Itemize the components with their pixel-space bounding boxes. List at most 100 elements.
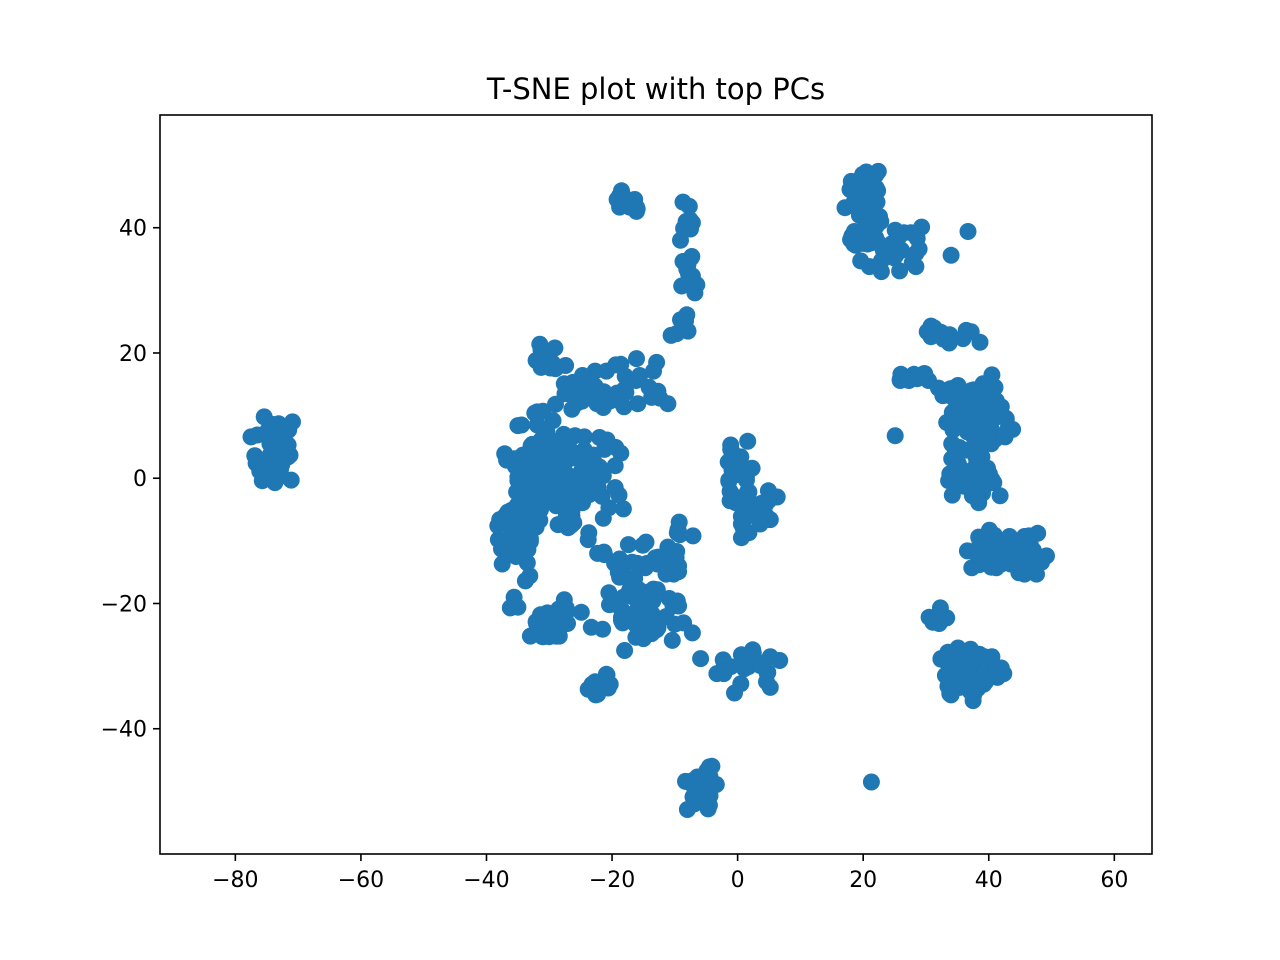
scatter-point [562, 516, 580, 534]
scatter-point [999, 419, 1017, 437]
scatter-point [532, 358, 550, 376]
scatter-point [266, 474, 284, 492]
scatter-point [528, 416, 546, 434]
scatter-point [248, 426, 266, 444]
scatter-point [548, 627, 566, 645]
scatter-point [855, 171, 873, 188]
y-tick-label: 20 [119, 342, 147, 367]
scatter-point [943, 486, 961, 504]
scatter-point [631, 367, 649, 384]
scatter-point [1001, 528, 1018, 545]
scatter-point [579, 531, 597, 549]
scatter-point [607, 356, 625, 374]
scatter-point [279, 436, 297, 454]
y-tick-label: 40 [119, 217, 147, 242]
scatter-point [680, 773, 698, 791]
scatter-point [534, 402, 552, 420]
scatter-point [628, 350, 645, 368]
scatter-point [967, 456, 985, 474]
scatter-point [509, 417, 527, 435]
scatter-point [983, 648, 1001, 666]
scatter-point [621, 581, 639, 599]
scatter-point [628, 199, 645, 217]
scatter-point [761, 678, 779, 696]
scatter-point [683, 624, 701, 642]
scatter-points [242, 162, 1055, 818]
scatter-point [900, 372, 918, 389]
scatter-point [597, 665, 615, 683]
scatter-point [862, 773, 880, 791]
scatter-point [547, 466, 565, 483]
scatter-point [675, 219, 693, 237]
scatter-point [589, 392, 607, 410]
scatter-point [601, 596, 618, 614]
scatter-point [563, 400, 581, 418]
scatter-point [741, 647, 759, 665]
scatter-point [986, 378, 1004, 396]
scatter-point [723, 461, 741, 479]
scatter-point [988, 662, 1006, 679]
scatter-point [500, 544, 518, 562]
scatter-point [684, 527, 702, 545]
scatter-point [503, 525, 521, 543]
y-axis: −40 −20 0 20 40 [101, 217, 160, 743]
scatter-point [1038, 547, 1055, 565]
scatter-point [924, 613, 942, 631]
scatter-point [943, 435, 961, 453]
scatter-point [991, 487, 1009, 505]
scatter-point [743, 459, 761, 477]
scatter-point [616, 642, 634, 659]
scatter-point [971, 380, 989, 398]
y-tick-label: −40 [101, 718, 147, 743]
scatter-point [515, 457, 532, 475]
scatter-point [984, 394, 1001, 412]
scatter-point [521, 567, 539, 585]
scatter-point [734, 519, 752, 537]
scatter-point [707, 776, 725, 793]
scatter-point [751, 515, 769, 533]
scatter-point [957, 675, 974, 693]
scatter-point [722, 440, 740, 458]
scatter-point [663, 631, 681, 649]
scatter-point [616, 367, 634, 385]
scatter-point [670, 513, 688, 531]
scatter-point [491, 511, 509, 529]
scatter-point [922, 328, 940, 346]
scatter-point [268, 417, 286, 435]
scatter-point [959, 223, 977, 240]
scatter-point [908, 229, 926, 247]
scatter-point [671, 526, 689, 544]
scatter-point [522, 514, 540, 532]
scatter-point [660, 590, 678, 607]
scatter-point [962, 323, 980, 341]
scatter-point [721, 492, 739, 510]
scatter-point [907, 258, 925, 276]
scatter-point [498, 451, 516, 469]
scatter-point [964, 649, 982, 667]
scatter-point [634, 536, 652, 554]
scatter-point [1016, 565, 1033, 583]
x-axis: −80 −60 −40 −20 0 20 40 60 [212, 854, 1128, 893]
scatter-point [886, 427, 904, 445]
scatter-point [666, 615, 684, 633]
scatter-point [613, 608, 630, 626]
x-tick-label: −60 [338, 868, 384, 893]
x-tick-label: −20 [589, 868, 635, 893]
scatter-point [771, 652, 789, 669]
scatter-point [524, 468, 542, 486]
scatter-point [891, 262, 909, 280]
scatter-point [575, 428, 593, 446]
scatter-point [673, 277, 691, 295]
scatter-point [513, 482, 531, 500]
scatter-point [758, 664, 776, 682]
scatter-point [619, 536, 637, 554]
scatter-point [668, 325, 686, 343]
scatter-point [582, 618, 600, 636]
scatter-point [862, 195, 880, 213]
scatter-point [969, 546, 986, 564]
scatter-point [557, 599, 575, 617]
scatter-point [528, 615, 546, 633]
scatter-point [645, 362, 662, 380]
scatter-point [952, 387, 970, 405]
scatter-point [977, 468, 995, 486]
